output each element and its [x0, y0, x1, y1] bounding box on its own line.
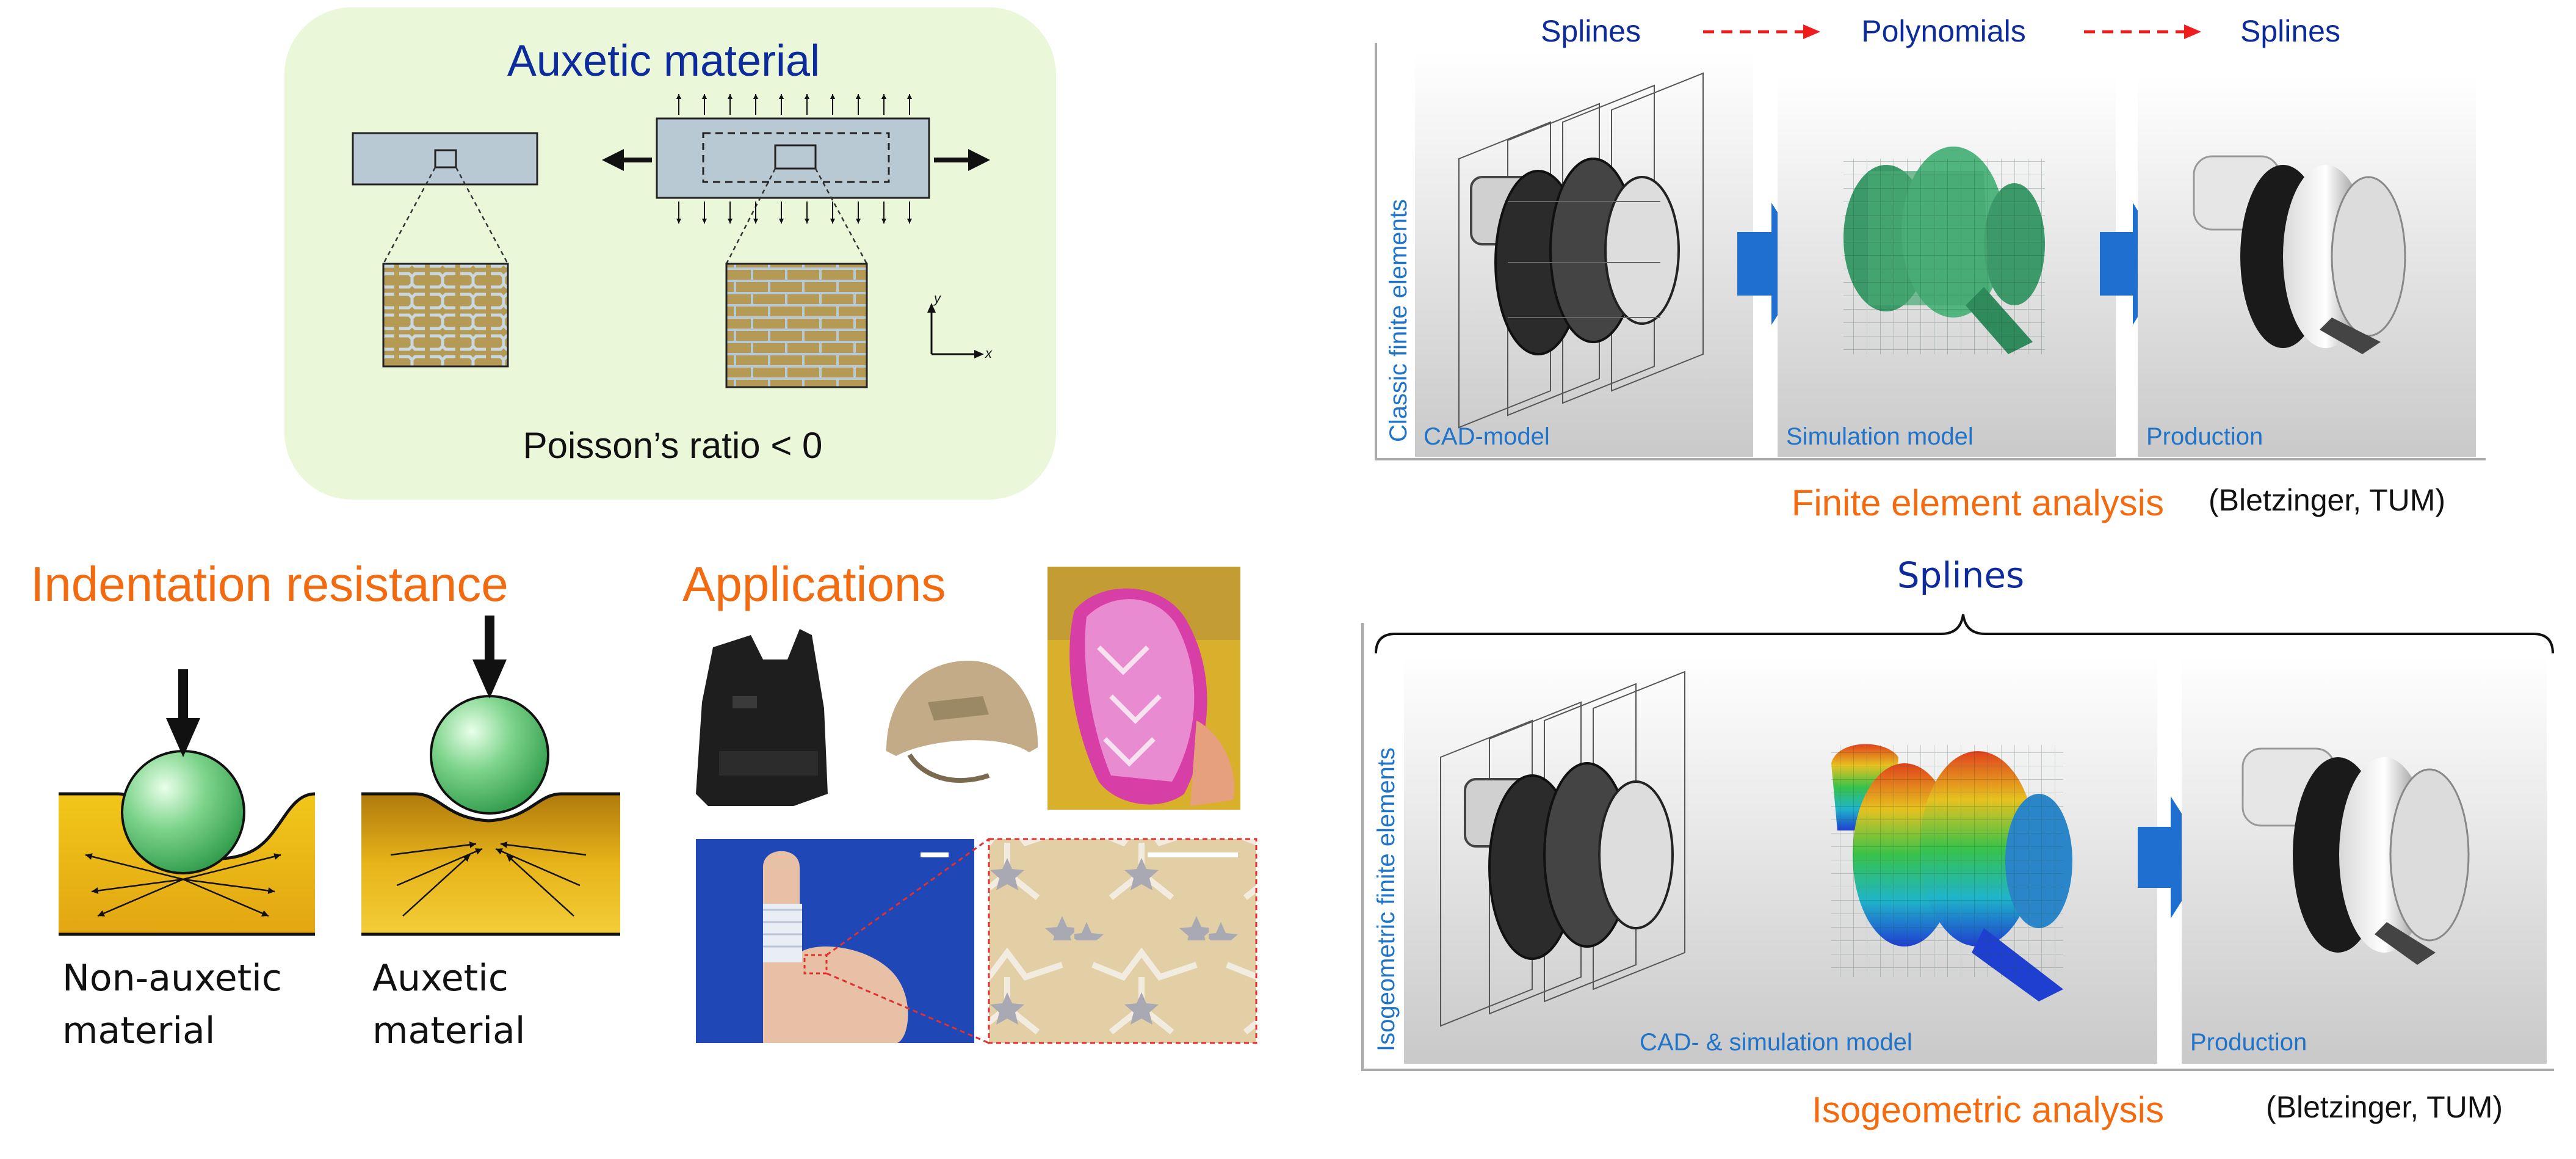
- fea-frame: [1375, 43, 2486, 460]
- iga-frame: [1361, 623, 2554, 1071]
- iga-credit: (Bletzinger, TUM): [2266, 1090, 2503, 1124]
- dashed-arrow: [2084, 24, 2201, 39]
- unstretched-detail-box: [434, 149, 457, 169]
- iga-vertical-label: Isogeometric finite elements: [1373, 747, 1400, 1052]
- iga-cad-simulation-label: CAD- & simulation model: [1640, 1029, 1912, 1056]
- zoom-line: [455, 167, 509, 264]
- combat-helmet-photo: [886, 660, 1038, 783]
- auxetic-label-line2: material: [372, 1009, 525, 1052]
- body-armor-vest-photo: [696, 629, 828, 806]
- xy-axes-icon: y x: [927, 291, 993, 361]
- production-turbine-model: [2193, 155, 2406, 354]
- non-auxetic-diagram: [59, 669, 316, 936]
- fea-splines-left: Splines: [1541, 14, 1641, 48]
- auxetic-label: Auxetic: [372, 957, 508, 1000]
- outward-flow-arrows: [85, 853, 281, 917]
- iga-production-label: Production: [2190, 1029, 2307, 1056]
- auxetic-shoe-sole-photo: [1047, 567, 1240, 810]
- non-auxetic-label-line2: material: [62, 1009, 215, 1052]
- auxetic-diagram: [361, 616, 620, 936]
- applications-section: Applications: [682, 557, 1257, 1044]
- unstretched-strip: [352, 132, 538, 186]
- applications-title: Applications: [682, 557, 946, 611]
- load-arrow: [166, 718, 200, 757]
- fea-title: Finite element analysis: [1792, 482, 2164, 523]
- fea-section: Splines Polynomials Splines Classic fini…: [1375, 14, 2486, 523]
- fea-polynomials: Polynomials: [1861, 14, 2026, 48]
- tension-arrow-left: [602, 149, 652, 171]
- lateral-expansion-arrows: [676, 94, 913, 223]
- zoom-line: [725, 168, 776, 264]
- expanded-lattice-tile: [725, 263, 868, 388]
- dashed-arrow: [1703, 24, 1820, 39]
- reentrant-lattice-tile: [382, 263, 509, 368]
- inward-flow-arrows: [390, 841, 587, 917]
- non-auxetic-label: Non-auxetic: [62, 957, 282, 1000]
- original-outline-dashed: [702, 132, 890, 183]
- wireframe-turbine-model: [1440, 670, 1685, 1027]
- star-pattern-closeup-photo: [988, 838, 1257, 1044]
- iga-section: Splines Isogeometric finite elements CAD…: [1361, 554, 2554, 1130]
- fea-cad-label: CAD-model: [1424, 423, 1550, 450]
- tension-arrow-right: [934, 149, 990, 171]
- production-turbine-model: [2241, 747, 2470, 965]
- fea-splines-right: Splines: [2240, 14, 2340, 48]
- zoom-line: [382, 167, 436, 264]
- auxetic-title: Auxetic material: [507, 37, 820, 85]
- y-axis-label: y: [933, 291, 942, 306]
- isogeometric-result-model: [1831, 744, 2072, 1001]
- stretched-detail-box: [774, 144, 817, 170]
- splines-brace: [1375, 614, 2554, 654]
- zoom-line: [814, 168, 868, 264]
- fea-simulation-label: Simulation model: [1786, 423, 1974, 450]
- stretched-strip: [656, 117, 930, 199]
- indenter-ball: [121, 750, 245, 874]
- indentation-section: Indentation resistance Non-auxetic mater…: [31, 557, 620, 1052]
- fea-credit: (Bletzinger, TUM): [2209, 483, 2445, 517]
- auxetic-substrate: [361, 794, 620, 934]
- wireframe-turbine-model: [1458, 72, 1704, 429]
- x-axis-label: x: [985, 346, 993, 361]
- wearable-finger-patch-photo: [696, 838, 990, 1044]
- process-arrow: [2100, 203, 2171, 325]
- load-arrow: [472, 659, 507, 699]
- process-arrow: [1737, 203, 1811, 325]
- mesh-turbine-model: [1843, 147, 2045, 354]
- indentation-title: Indentation resistance: [31, 557, 508, 611]
- indenter-ball: [430, 695, 549, 815]
- auxetic-panel: Auxetic material y: [284, 7, 1056, 500]
- fea-vertical-label: Classic finite elements: [1385, 199, 1412, 442]
- poisson-ratio-label: Poisson’s ratio < 0: [523, 425, 823, 466]
- fea-production-label: Production: [2146, 423, 2263, 450]
- iga-title: Isogeometric analysis: [1812, 1089, 2164, 1130]
- iga-splines-header: Splines: [1897, 554, 2025, 596]
- process-arrow: [2138, 796, 2210, 918]
